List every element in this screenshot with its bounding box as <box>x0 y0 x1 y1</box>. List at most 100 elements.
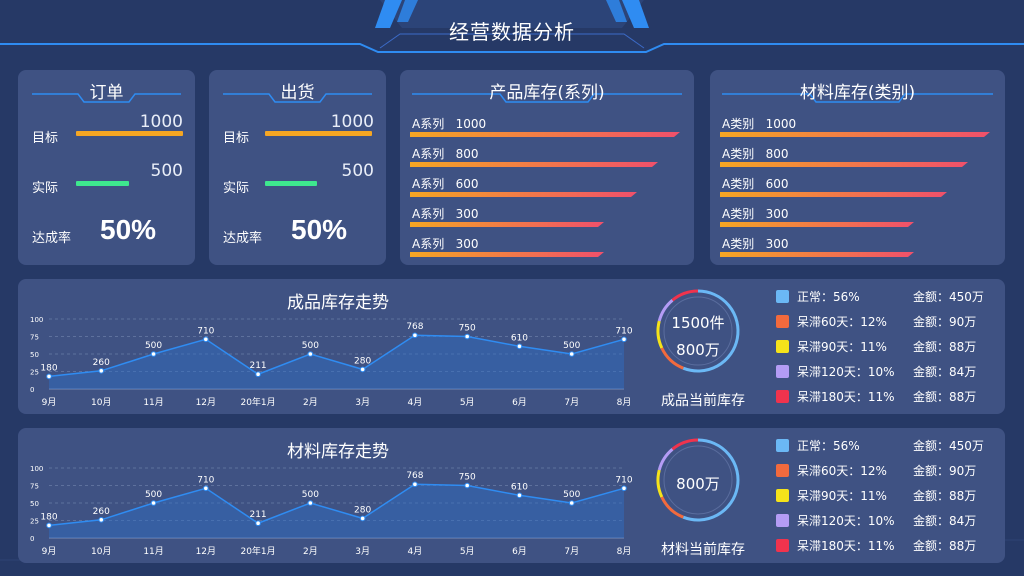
series-line <box>48 334 625 378</box>
legend-item: 呆滞120天：10% <box>776 363 895 380</box>
donut-inner-ring <box>663 445 733 515</box>
donut-segment <box>671 289 699 302</box>
data-point <box>516 343 523 350</box>
data-point <box>203 485 209 492</box>
data-point <box>46 373 52 380</box>
data-point <box>568 351 575 357</box>
legend-item: 呆滞90天：11% <box>776 487 887 504</box>
legend-label: 呆滞120天：10% <box>797 365 895 379</box>
legend-item: 呆滞120天：10% <box>776 512 895 529</box>
material-stock-label: A类别 800 <box>722 147 789 161</box>
orders-actual-bar <box>76 181 129 186</box>
data-point <box>464 333 470 340</box>
legend-label: 呆滞120天：10% <box>797 514 895 528</box>
data-label: 768 <box>406 471 423 481</box>
data-point <box>568 500 575 506</box>
shipments-target-value: 1000 <box>330 112 374 132</box>
panel-title-decoration <box>223 93 372 103</box>
product-stock-panel: 产品库存(系列) A系列 1000 A系列 800 A系列 600 A系列 300 A系… <box>400 70 694 265</box>
legend-label: 正常：56% <box>797 290 860 304</box>
legend-label: 呆滞90天：11% <box>797 340 887 354</box>
header-frame <box>0 0 1024 53</box>
y-tick-label: 25 <box>30 518 39 526</box>
legend-swatch <box>776 315 789 328</box>
legend-label: 呆滞90天：11% <box>797 489 887 503</box>
legend-label: 呆滞180天：11% <box>797 539 895 553</box>
x-tick-label: 12月 <box>196 546 216 557</box>
legend-swatch <box>776 489 789 502</box>
orders-target-label: 目标 <box>32 131 59 146</box>
data-point <box>150 500 157 506</box>
product-stock-bar <box>410 162 658 167</box>
data-point <box>255 520 261 527</box>
product-stock-label: A系列 600 <box>412 177 479 191</box>
orders-actual-label: 实际 <box>32 181 59 196</box>
x-tick-label: 12月 <box>196 397 216 408</box>
legend-swatch <box>776 390 789 403</box>
legend-swatch <box>776 514 789 527</box>
legend-item: 呆滞90天：11% <box>776 338 887 355</box>
data-label: 500 <box>145 341 162 351</box>
legend-label: 呆滞60天：12% <box>797 315 887 329</box>
product-stock-label: A系列 300 <box>412 207 479 221</box>
material-stock-title: 材料库存(类别) <box>799 83 916 103</box>
legend-amount: 金额：88万 <box>913 340 977 354</box>
x-tick-label: 6月 <box>512 546 527 557</box>
data-point <box>307 351 314 357</box>
legend-item: 正常：56% <box>776 437 860 454</box>
data-point <box>412 481 418 488</box>
data-label: 280 <box>354 356 371 366</box>
shipments-actual-bar <box>265 181 317 186</box>
data-point <box>203 336 209 343</box>
material-donut <box>656 438 740 522</box>
x-tick-label: 7月 <box>564 546 579 557</box>
legend-amount: 金额：88万 <box>913 539 977 553</box>
y-tick-label: 100 <box>30 316 43 324</box>
product-donut-count: 1500件 <box>671 314 725 332</box>
data-label: 280 <box>354 505 371 515</box>
x-tick-label: 7月 <box>564 397 579 408</box>
orders-rate-label: 达成率 <box>32 231 72 246</box>
data-label: 211 <box>249 361 266 371</box>
material-stock-bar <box>720 162 968 167</box>
legend-amount: 金额：450万 <box>913 290 984 304</box>
donut-segment <box>660 347 684 370</box>
material-stock-bar <box>720 192 947 197</box>
product-stock-label: A系列 1000 <box>412 117 487 131</box>
shipments-title: 出货 <box>280 83 315 103</box>
x-tick-label: 20年1月 <box>240 545 275 557</box>
product-trend-chart: 0 25 50 75 100 180 9月 260 10月 500 11月 710 12月 211 20年1… <box>30 316 633 408</box>
donut-segment <box>671 438 699 451</box>
legend-item: 呆滞60天：12% <box>776 462 887 479</box>
data-label: 750 <box>459 324 476 334</box>
orders-panel: 订单 目标 1000 实际 500 达成率 50% <box>18 70 195 265</box>
y-tick-label: 75 <box>30 483 39 491</box>
data-point <box>621 485 627 492</box>
x-tick-label: 2月 <box>303 546 318 557</box>
orders-title: 订单 <box>89 83 124 103</box>
product-stock-bar <box>410 252 604 257</box>
legend-label: 正常：56% <box>797 439 860 453</box>
data-point <box>359 515 366 522</box>
data-label: 610 <box>511 333 528 343</box>
panel-title-decoration <box>722 93 993 103</box>
product-trend-title: 成品库存走势 <box>287 293 389 313</box>
legend-swatch <box>776 290 789 303</box>
x-tick-label: 5月 <box>460 397 475 408</box>
x-tick-label: 3月 <box>355 397 370 408</box>
material-stock-label: A类别 1000 <box>722 117 797 131</box>
product-donut-amount: 800万 <box>676 341 720 359</box>
page-title: 经营数据分析 <box>449 20 575 44</box>
data-label: 211 <box>249 510 266 520</box>
legend-item: 呆滞180天：11% <box>776 537 895 554</box>
x-tick-label: 4月 <box>408 397 423 408</box>
shipments-actual-value: 500 <box>341 161 374 181</box>
data-label: 610 <box>511 482 528 492</box>
data-point <box>98 368 105 374</box>
x-tick-label: 10月 <box>91 546 111 557</box>
material-stock-bar <box>720 252 914 257</box>
data-point <box>150 351 157 357</box>
data-point <box>464 482 470 489</box>
legend-label: 呆滞180天：11% <box>797 390 895 404</box>
panel-title-decoration <box>32 93 181 103</box>
